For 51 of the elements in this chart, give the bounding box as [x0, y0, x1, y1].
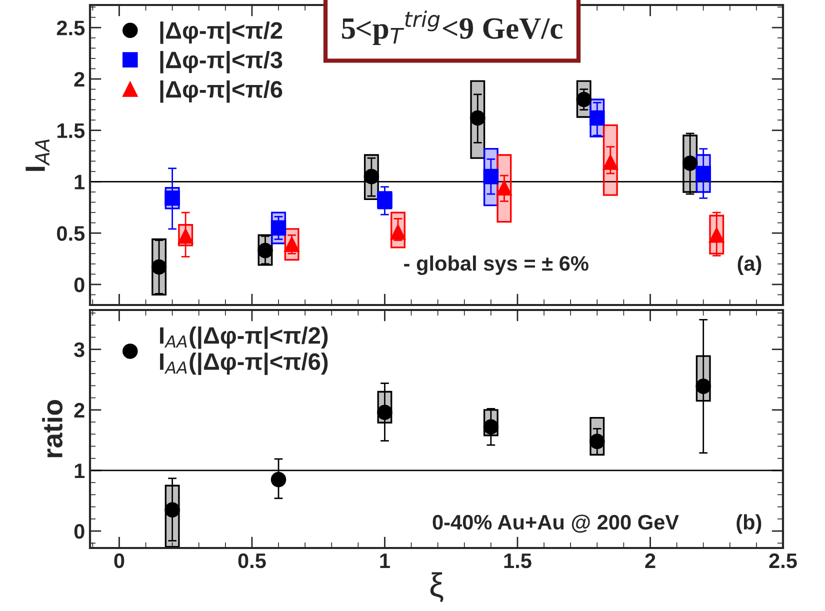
- x-tick-label: 2: [645, 553, 656, 568]
- point: [270, 472, 286, 488]
- y-tick-label: 2: [74, 72, 84, 87]
- y-tick-label: 1.5: [57, 124, 85, 138]
- y-tick-label: 0.5: [57, 226, 85, 241]
- point: [284, 236, 300, 252]
- x-axis-title: ξ: [430, 572, 444, 602]
- point: [682, 156, 698, 171]
- point: [483, 168, 499, 184]
- point: [164, 502, 180, 518]
- point: [602, 154, 618, 170]
- point: [696, 378, 711, 394]
- point: [364, 168, 380, 184]
- chart-title: 5<p$_{T}$$^{trig}$<9 GeV/c: [342, 10, 562, 46]
- legend-label: |Δφ-π|<π/2: [160, 22, 282, 44]
- point: [164, 190, 180, 206]
- x-tick-label: 1.5: [504, 554, 532, 568]
- y-tick-label: 0: [74, 524, 84, 539]
- legend-label: I$_{AA}$(|Δφ-π|<π/2) I$_{AA}$(|Δφ-π|<π/6): [160, 326, 328, 375]
- x-tick-label: 0.5: [238, 553, 266, 568]
- y-tick-label: 1: [74, 174, 85, 190]
- y-axis-title: ratio: [42, 400, 63, 458]
- annotation: - global sys = ± 6%: [404, 255, 588, 275]
- point: [270, 220, 286, 236]
- point: [258, 242, 273, 258]
- legend-label: |Δφ-π|<π/6: [160, 80, 282, 103]
- point: [151, 259, 167, 275]
- point: [708, 228, 724, 243]
- y-tick-label: 1: [74, 464, 85, 478]
- point: [377, 404, 392, 420]
- point: [590, 110, 605, 126]
- y-tick-label: 0: [74, 277, 84, 292]
- y-tick-label: 2: [74, 402, 84, 418]
- point: [390, 224, 406, 240]
- point: [470, 110, 486, 126]
- annotation: (a): [738, 256, 762, 275]
- annotation: 0-40% Au+Au @ 200 GeV: [432, 514, 679, 533]
- y-axis-title: I$_{AA}$: [26, 140, 50, 171]
- annotation: (b): [736, 514, 762, 534]
- point: [696, 166, 711, 182]
- x-tick-label: 0: [114, 553, 124, 568]
- point: [590, 434, 605, 450]
- y-tick-label: 2.5: [56, 20, 85, 36]
- x-tick-label: 2.5: [769, 553, 797, 568]
- point: [496, 180, 512, 196]
- point: [576, 92, 592, 108]
- legend-label: |Δφ-π|<π/3: [160, 50, 282, 74]
- point: [178, 228, 194, 244]
- point: [483, 419, 499, 435]
- x-tick-label: 1: [380, 554, 390, 568]
- y-tick-label: 3: [74, 342, 84, 358]
